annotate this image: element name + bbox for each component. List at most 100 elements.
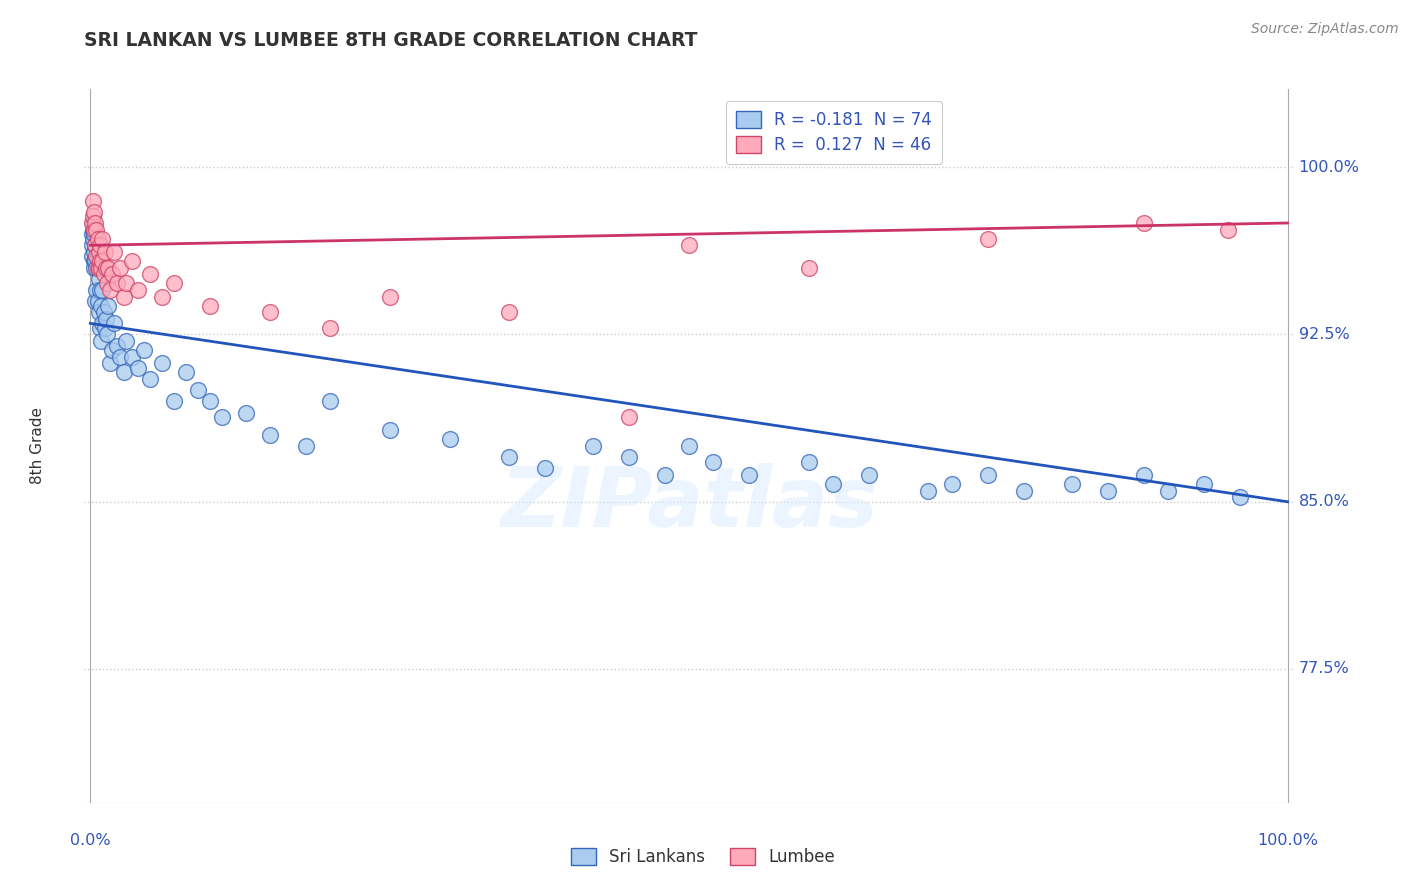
Point <box>84 216 107 230</box>
Point <box>977 231 1000 245</box>
Point <box>97 298 120 312</box>
Point <box>90 260 112 275</box>
Point <box>1097 483 1119 498</box>
Point <box>617 450 640 464</box>
Point <box>738 467 761 482</box>
Text: Source: ZipAtlas.com: Source: ZipAtlas.com <box>1251 22 1399 37</box>
Point <box>110 350 132 364</box>
Point <box>86 249 108 263</box>
Point <box>84 238 107 252</box>
Point <box>103 244 125 259</box>
Point <box>127 283 149 297</box>
Point <box>86 249 108 263</box>
Point <box>797 454 820 468</box>
Point <box>1060 476 1083 491</box>
Point <box>821 476 844 491</box>
Point <box>86 260 108 275</box>
Point <box>98 356 121 370</box>
Point <box>96 276 118 290</box>
Point <box>80 238 103 252</box>
Text: ZIPatlas: ZIPatlas <box>501 463 877 543</box>
Point <box>86 222 108 236</box>
Point <box>94 311 117 326</box>
Point <box>198 298 221 312</box>
Point <box>86 260 108 275</box>
Point <box>858 467 880 482</box>
Point <box>82 231 104 245</box>
Point <box>89 253 111 268</box>
Point <box>139 267 162 281</box>
Point <box>115 334 138 348</box>
Point <box>110 260 132 275</box>
Point <box>1012 483 1035 498</box>
Point <box>101 267 124 281</box>
Point <box>103 316 125 330</box>
Point <box>534 461 557 475</box>
Text: 0.0%: 0.0% <box>70 833 111 848</box>
Point <box>235 405 257 419</box>
Point <box>378 289 401 303</box>
Point <box>582 439 605 453</box>
Point <box>150 289 173 303</box>
Point <box>211 409 233 424</box>
Point <box>259 427 281 442</box>
Point <box>84 253 107 268</box>
Point <box>87 305 110 319</box>
Point <box>87 260 110 275</box>
Point <box>112 365 135 379</box>
Point <box>83 244 105 259</box>
Point <box>163 394 186 409</box>
Point <box>139 372 162 386</box>
Point <box>83 204 105 219</box>
Point <box>82 222 104 236</box>
Point <box>150 356 173 370</box>
Point <box>1157 483 1180 498</box>
Point <box>319 320 342 334</box>
Point <box>498 305 520 319</box>
Point <box>90 334 112 348</box>
Text: 100.0%: 100.0% <box>1299 160 1360 175</box>
Point <box>91 253 114 268</box>
Point <box>259 305 281 319</box>
Point <box>90 298 112 312</box>
Point <box>917 483 939 498</box>
Point <box>174 365 197 379</box>
Legend: R = -0.181  N = 74, R =  0.127  N = 46: R = -0.181 N = 74, R = 0.127 N = 46 <box>725 101 942 164</box>
Point <box>187 383 209 397</box>
Point <box>83 222 105 236</box>
Point <box>87 244 110 259</box>
Point <box>134 343 156 357</box>
Text: 100.0%: 100.0% <box>1257 833 1317 848</box>
Point <box>96 327 118 342</box>
Point <box>127 360 149 375</box>
Point <box>378 423 401 437</box>
Point <box>439 432 461 446</box>
Point <box>89 238 111 252</box>
Point <box>498 450 520 464</box>
Point <box>86 283 108 297</box>
Point <box>83 253 105 268</box>
Point <box>678 439 700 453</box>
Point <box>977 467 1000 482</box>
Point <box>163 276 186 290</box>
Point <box>198 394 221 409</box>
Point <box>1192 476 1215 491</box>
Point <box>112 289 135 303</box>
Point <box>89 283 111 297</box>
Point <box>80 227 103 241</box>
Text: 85.0%: 85.0% <box>1299 494 1350 509</box>
Point <box>93 320 115 334</box>
Text: 77.5%: 77.5% <box>1299 662 1350 676</box>
Point <box>83 260 105 275</box>
Point <box>101 343 124 357</box>
Point <box>86 293 108 308</box>
Point <box>84 238 107 252</box>
Point <box>86 231 108 245</box>
Point <box>93 305 115 319</box>
Point <box>87 271 110 285</box>
Point <box>654 467 676 482</box>
Point <box>91 231 114 245</box>
Point <box>797 260 820 275</box>
Text: SRI LANKAN VS LUMBEE 8TH GRADE CORRELATION CHART: SRI LANKAN VS LUMBEE 8TH GRADE CORRELATI… <box>84 31 697 50</box>
Point <box>82 194 104 208</box>
